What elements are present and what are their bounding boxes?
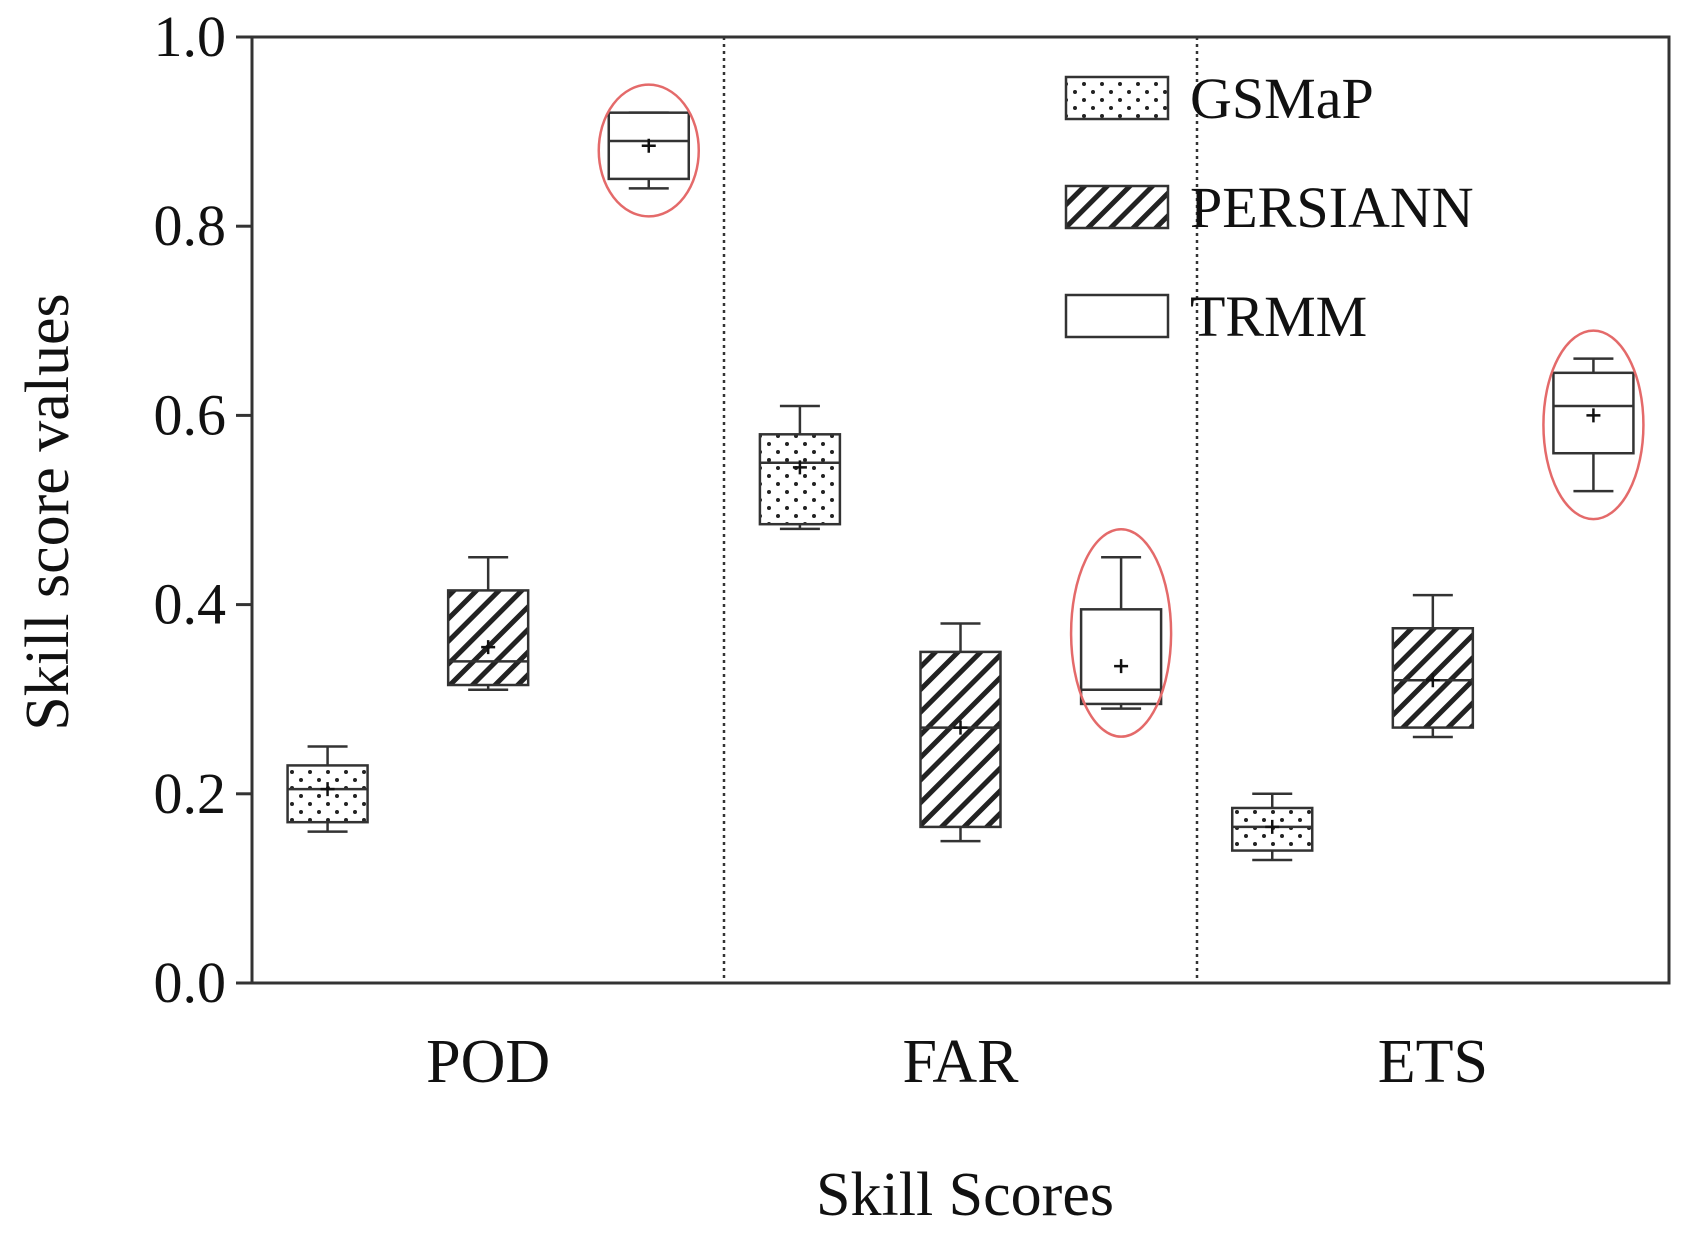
box-body bbox=[919, 650, 1002, 829]
legend-label: GSMaP bbox=[1190, 66, 1374, 131]
box-gsmap-pod bbox=[286, 745, 369, 833]
y-axis-title: Skill score values bbox=[14, 293, 82, 730]
legend-label: TRMM bbox=[1190, 284, 1367, 349]
x-axis-categories: POD FAR ETS bbox=[426, 1028, 1488, 1096]
box-trmm-ets bbox=[1552, 357, 1635, 493]
box-trmm-pod bbox=[607, 111, 691, 190]
legend-swatch bbox=[1064, 75, 1170, 121]
legend-label: PERSIANN bbox=[1190, 175, 1474, 240]
box-body bbox=[446, 589, 530, 687]
y-tick-label: 0.0 bbox=[154, 950, 227, 1015]
y-tick-label: 0.6 bbox=[154, 382, 227, 447]
x-axis-title: Skill Scores bbox=[816, 1161, 1114, 1229]
box-gsmap-far bbox=[758, 404, 842, 531]
legend-item: TRMM bbox=[1064, 284, 1367, 349]
y-axis-ticks: 0.0 0.2 0.4 0.6 0.8 1.0 bbox=[154, 4, 252, 1015]
plot-area-border bbox=[250, 35, 1671, 985]
box-trmm-far bbox=[1079, 556, 1163, 710]
box-body bbox=[1079, 608, 1163, 706]
mean-marker bbox=[792, 460, 807, 475]
plot-frame bbox=[250, 35, 1671, 985]
mean-marker bbox=[1114, 659, 1129, 674]
legend-swatch bbox=[1064, 184, 1170, 230]
mean-marker bbox=[320, 782, 335, 797]
box-body bbox=[758, 433, 842, 526]
mean-marker bbox=[953, 720, 968, 735]
mean-marker bbox=[481, 640, 496, 655]
mean-marker bbox=[1586, 408, 1601, 423]
highlight-ellipse bbox=[597, 83, 701, 218]
highlight-ellipse bbox=[1069, 528, 1173, 738]
mean-marker bbox=[1265, 819, 1280, 834]
mean-marker bbox=[1425, 673, 1440, 688]
box-persiann-ets bbox=[1391, 593, 1475, 739]
legend-item: GSMaP bbox=[1064, 66, 1374, 131]
x-category-label: ETS bbox=[1378, 1028, 1488, 1096]
highlight-ellipse bbox=[1542, 329, 1645, 521]
y-tick-label: 1.0 bbox=[154, 4, 227, 69]
legend-swatch bbox=[1064, 293, 1170, 339]
legend: GSMaP PERSIANN TRMM bbox=[1064, 66, 1474, 349]
mean-marker bbox=[641, 138, 656, 153]
box-series bbox=[286, 111, 1635, 862]
x-category-label: POD bbox=[426, 1028, 550, 1096]
y-tick-label: 0.4 bbox=[154, 572, 227, 637]
box-persiann-far bbox=[919, 622, 1002, 843]
x-category-label: FAR bbox=[902, 1028, 1019, 1096]
box-gsmap-ets bbox=[1230, 792, 1314, 862]
y-tick-label: 0.8 bbox=[154, 193, 227, 258]
y-tick-label: 0.2 bbox=[154, 761, 227, 826]
highlight-ellipses bbox=[597, 83, 1645, 738]
box-persiann-pod bbox=[446, 556, 530, 691]
legend-item: PERSIANN bbox=[1064, 175, 1474, 240]
